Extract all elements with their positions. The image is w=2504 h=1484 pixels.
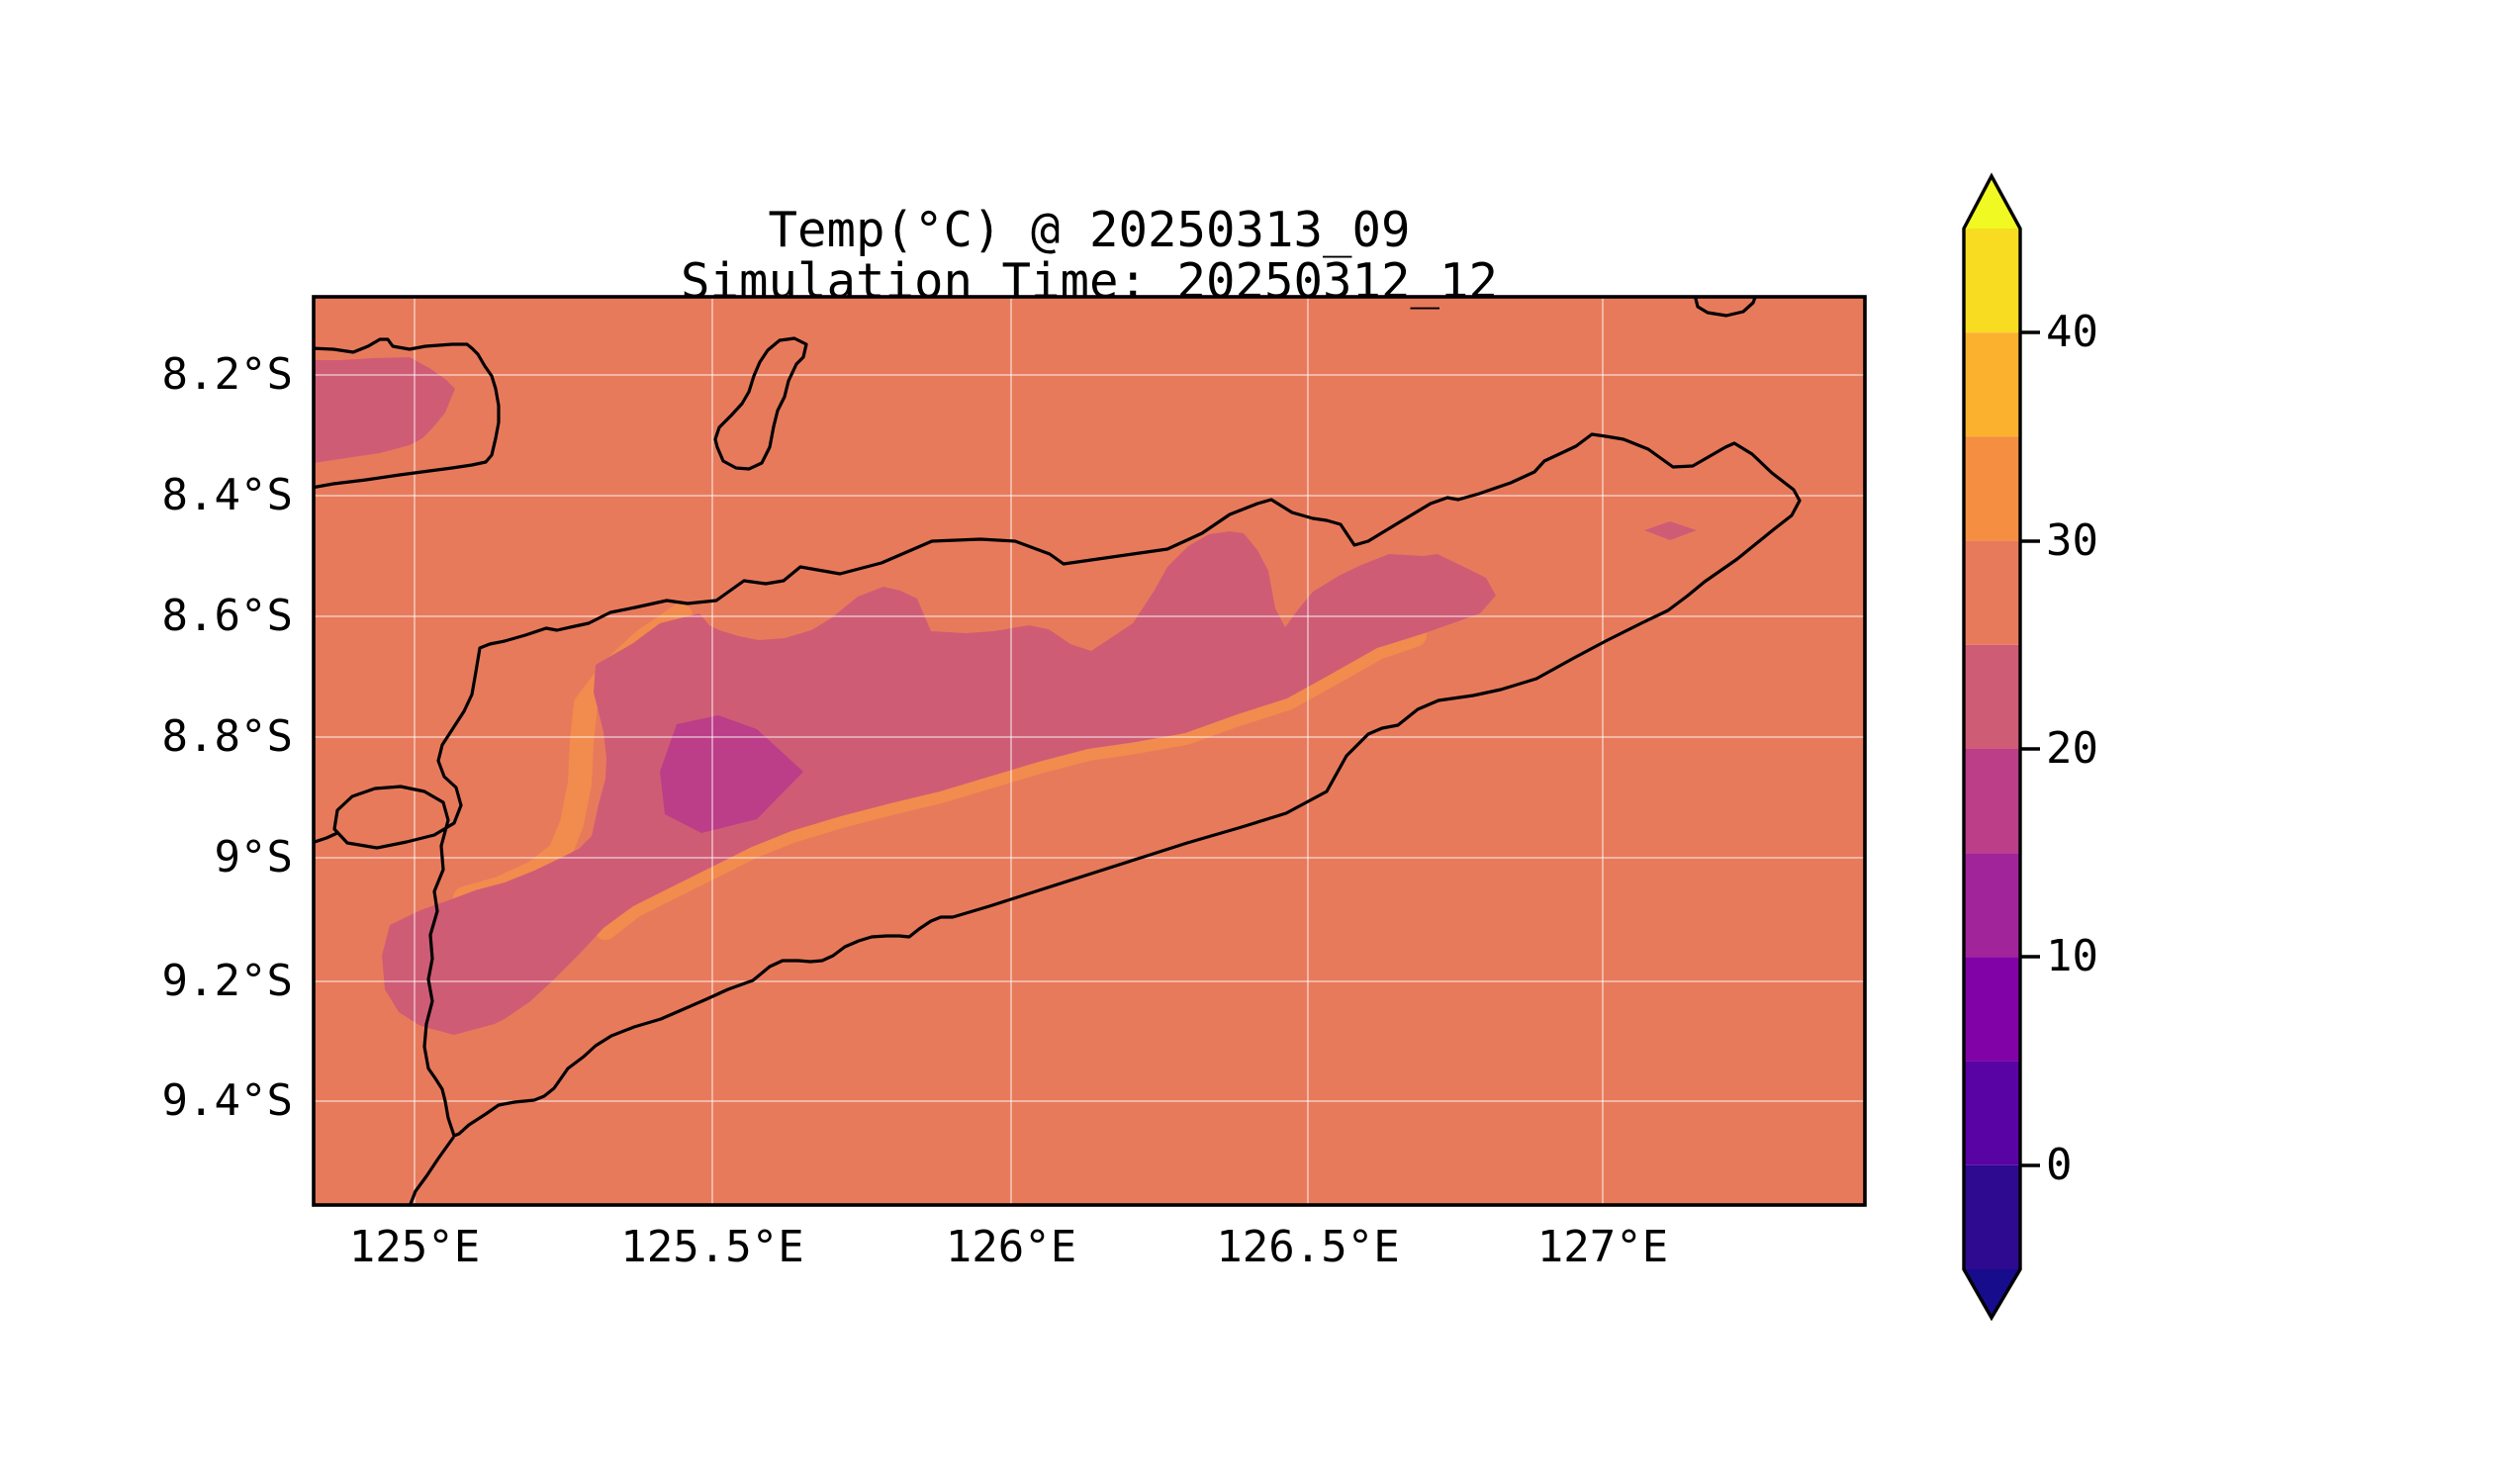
y-tick-8.2S: 8.2°S	[161, 349, 293, 400]
coastlines	[314, 297, 1802, 1205]
cbar-tick-30: 30	[2046, 515, 2098, 566]
colorbar-seg-15-20	[1964, 749, 2020, 854]
map-border	[312, 295, 1867, 1207]
cbar-tick-20: 20	[2046, 723, 2098, 774]
cbar-tick-0: 0	[2046, 1140, 2073, 1190]
y-tick-9.4S: 9.4°S	[161, 1075, 293, 1126]
x-tick-126.5E: 126.5°E	[1216, 1222, 1400, 1272]
temp-fill-alor-patch-20-25	[314, 357, 455, 463]
colorbar-tick-marks	[2020, 330, 2040, 1167]
x-tick-127E: 127°E	[1536, 1222, 1669, 1272]
colorbar	[1962, 172, 2040, 1322]
coastline-kisar	[1693, 297, 1757, 318]
colorbar-outline	[1962, 172, 2022, 1322]
colorbar-seg-30-35	[1964, 436, 2020, 541]
x-tick-125E: 125°E	[348, 1222, 481, 1272]
coastline-atauro	[713, 336, 808, 471]
colorbar-seg-25-30	[1964, 540, 2020, 645]
coastline-left-stub	[314, 831, 339, 845]
plot-title: Temp(°C) @ 20250313_09	[768, 202, 1411, 258]
y-tick-8.4S: 8.4°S	[161, 470, 293, 520]
y-tick-8.8S: 8.8°S	[161, 711, 293, 762]
y-tick-9S: 9°S	[214, 832, 293, 882]
colorbar-seg-0-5	[1964, 1061, 2020, 1165]
y-tick-9.2S: 9.2°S	[161, 956, 293, 1006]
x-tick-126E: 126°E	[945, 1222, 1077, 1272]
cbar-tick-40: 40	[2046, 307, 2098, 357]
coastline-bottom-stub	[408, 1136, 455, 1205]
plot-subtitle: Simulation Time: 20250312_12	[680, 253, 1498, 310]
y-tick-8.6S: 8.6°S	[161, 591, 293, 641]
colorbar-seg-5-10	[1964, 957, 2020, 1062]
graticule	[314, 297, 1865, 1205]
colorbar-seg-20-25	[1964, 644, 2020, 749]
cbar-tick-10: 10	[2046, 931, 2098, 981]
x-tick-125.5E: 125.5°E	[620, 1222, 804, 1272]
coastline-alor	[314, 337, 501, 490]
coastline-timor	[332, 432, 1802, 1138]
colorbar-seg-40-45	[1964, 229, 2020, 333]
colorbar-extend-upper	[1964, 176, 2020, 229]
temp-fill-cool-band-20-25	[382, 531, 1496, 1035]
colorbar-extend-lower	[1964, 1269, 2020, 1318]
colorbar-seg-10-15	[1964, 853, 2020, 958]
temp-fill-cool-core-15-20	[660, 715, 803, 833]
colorbar-seg-35-40	[1964, 332, 2020, 437]
temp-fill-east-diamond-20-25	[1644, 521, 1697, 540]
colorbar-seg-m5-0	[1964, 1164, 2020, 1269]
